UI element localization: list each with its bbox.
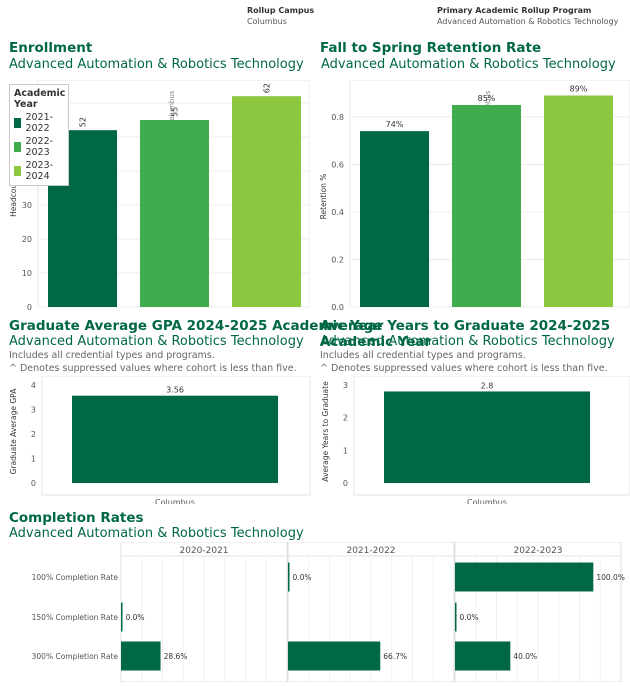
enrollment-subtitle: Advanced Automation & Robotics Technolog…	[9, 57, 304, 72]
panel-header: 2022-2023	[513, 546, 562, 556]
gpa-title: Graduate Average GPA 2024-2025 Academic …	[9, 318, 384, 334]
bar-150% Completion Rate	[121, 602, 123, 632]
years-note-2: ^ Denotes suppressed values where cohort…	[320, 363, 608, 374]
y-axis-label: Average Years to Graduate	[321, 381, 330, 482]
plot-frame	[353, 376, 630, 496]
y-tick-label: 0	[343, 479, 348, 488]
y-tick-label: 0.4	[331, 208, 344, 217]
data-label: 2.8	[481, 381, 494, 390]
bar-150% Completion Rate	[455, 602, 457, 632]
row-label: 100% Completion Rate	[32, 573, 119, 582]
bar-2022-2023	[140, 120, 209, 307]
y-tick-label: 0	[31, 479, 36, 488]
y-tick-label: 0.6	[331, 160, 344, 169]
retention-subtitle: Advanced Automation & Robotics Technolog…	[321, 57, 616, 72]
legend-item-2021-2022[interactable]: 2021-2022	[14, 112, 64, 134]
row-label: 150% Completion Rate	[32, 613, 119, 622]
gpa-note-1: Includes all credential types and progra…	[9, 350, 215, 361]
bar-2023-2024	[232, 96, 301, 307]
legend-title: Academic Year	[14, 88, 66, 110]
data-label: 0.0%	[460, 613, 479, 622]
y-tick-label: 0.8	[331, 113, 344, 122]
legend-swatch-2023-2024	[14, 166, 22, 176]
legend-swatch-2022-2023	[14, 142, 22, 152]
data-label: 62	[263, 83, 272, 93]
x-tick-label: Columbus	[155, 498, 195, 504]
completion-title: Completion Rates	[9, 510, 144, 526]
x-tick-label: Columbus	[467, 498, 507, 504]
y-tick-label: 10	[22, 269, 32, 278]
legend-swatch-2021-2022	[14, 118, 22, 128]
data-label: 40.0%	[513, 652, 537, 661]
data-label: 89%	[570, 85, 588, 94]
y-tick-label: 2	[343, 414, 348, 423]
completion-subtitle: Advanced Automation & Robotics Technolog…	[9, 526, 304, 541]
years-title: Average Years to Graduate 2024-2025 Acad…	[320, 318, 611, 350]
bar-Columbus	[384, 391, 590, 483]
enrollment-title: Enrollment	[9, 40, 93, 56]
plot-frame	[41, 376, 311, 496]
bar-300% Completion Rate	[455, 641, 511, 671]
bar-2021-2022	[360, 131, 429, 307]
legend-label: 2021-2022	[25, 112, 54, 134]
years-subtitle: Advanced Automation & Robotics Technolog…	[320, 334, 615, 349]
campus-filter-title: Rollup Campus	[247, 6, 315, 15]
y-tick-label: 4	[31, 381, 36, 390]
data-label: 0.0%	[126, 613, 145, 622]
panel-header: 2020-2021	[179, 546, 228, 556]
data-label: 74%	[386, 120, 404, 129]
bar-100% Completion Rate	[288, 562, 290, 592]
data-label: 28.6%	[164, 652, 188, 661]
bar-2023-2024	[544, 95, 613, 308]
legend-label: 2023-2024	[25, 160, 54, 182]
row-label: 300% Completion Rate	[32, 652, 119, 661]
y-axis-label: Headcount	[9, 176, 18, 217]
bar-300% Completion Rate	[288, 641, 381, 671]
legend-label: 2022-2023	[25, 136, 54, 158]
data-label: 85%	[478, 94, 496, 103]
data-label: 66.7%	[383, 652, 407, 661]
y-axis-label: Retention %	[319, 174, 328, 220]
program-filter-value[interactable]: Advanced Automation & Robotics Technolog…	[437, 17, 619, 26]
y-axis-label: Graduate Average GPA	[9, 388, 18, 475]
y-tick-label: 3	[31, 405, 36, 414]
y-tick-label: 1	[31, 454, 36, 463]
y-tick-label: 30	[22, 201, 32, 210]
y-tick-label: 2	[31, 430, 36, 439]
bar-100% Completion Rate	[455, 562, 594, 592]
data-label: 3.56	[166, 386, 184, 395]
legend-item-2023-2024[interactable]: 2023-2024	[14, 160, 64, 182]
campus-filter-value[interactable]: Columbus	[247, 17, 287, 26]
y-tick-label: 0.2	[331, 255, 344, 264]
gpa-subtitle: Advanced Automation & Robotics Technolog…	[9, 334, 304, 349]
years-note-1: Includes all credential types and progra…	[320, 350, 526, 361]
enrollment-chart: Columbus0102030405060Headcount525562	[9, 80, 310, 312]
gpa-note-2: ^ Denotes suppressed values where cohort…	[9, 363, 297, 374]
y-tick-label: 3	[343, 381, 348, 390]
panel-header: 2021-2022	[346, 546, 395, 556]
y-tick-label: 0.0	[331, 303, 344, 312]
years-chart: 0 1 2 3 Average Years to Graduate 2.8 Columbus	[321, 376, 630, 504]
column-header: Columbus	[168, 90, 176, 125]
data-label: 55	[171, 107, 180, 117]
data-label: 52	[79, 117, 88, 127]
y-tick-label: 1	[343, 446, 348, 455]
legend-item-2022-2023[interactable]: 2022-2023	[14, 136, 64, 158]
bar-Columbus	[72, 395, 278, 483]
program-filter-title: Primary Academic Rollup Program	[437, 6, 592, 15]
data-label: 0.0%	[293, 573, 312, 582]
panel-frame	[287, 542, 455, 682]
bar-300% Completion Rate	[121, 641, 161, 671]
y-tick-label: 0	[27, 303, 32, 312]
gpa-chart: 0 1 2 3 4 Graduate Average GPA 3.56 Columbus	[9, 376, 311, 504]
bar-2022-2023	[452, 105, 521, 308]
legend[interactable]: Academic Year 2021-2022 2022-2023 2023-2…	[9, 84, 69, 186]
data-label: 100.0%	[596, 573, 625, 582]
retention-title: Fall to Spring Retention Rate	[320, 40, 542, 56]
y-tick-label: 20	[22, 235, 32, 244]
completion-chart: 100% Completion Rate 150% Completion Rate…	[32, 542, 625, 682]
